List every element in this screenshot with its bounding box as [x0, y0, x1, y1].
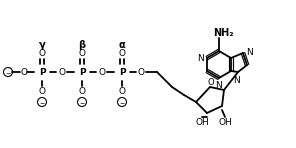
Text: N: N: [198, 53, 204, 62]
Text: O: O: [38, 49, 46, 58]
Text: N: N: [247, 48, 253, 57]
Text: P: P: [39, 67, 45, 77]
Text: N: N: [234, 75, 240, 85]
Text: N: N: [215, 81, 222, 90]
Text: γ: γ: [38, 40, 45, 50]
Text: α: α: [119, 40, 126, 50]
Text: −: −: [79, 100, 85, 105]
Text: OH: OH: [195, 118, 209, 127]
Text: O: O: [138, 67, 144, 77]
Text: O: O: [78, 86, 86, 95]
Text: OH: OH: [218, 118, 232, 127]
Text: O: O: [208, 78, 214, 86]
Text: O: O: [118, 86, 126, 95]
Text: NH₂: NH₂: [213, 28, 233, 38]
Text: O: O: [78, 49, 86, 58]
Text: O: O: [59, 67, 65, 77]
Text: −: −: [5, 70, 11, 75]
Text: −: −: [119, 100, 125, 105]
Text: P: P: [119, 67, 125, 77]
Text: −: −: [39, 100, 45, 105]
Text: O: O: [99, 67, 105, 77]
Text: O: O: [20, 67, 28, 77]
Text: O: O: [118, 49, 126, 58]
Text: P: P: [79, 67, 85, 77]
Text: β: β: [78, 40, 86, 50]
Text: O: O: [38, 86, 46, 95]
